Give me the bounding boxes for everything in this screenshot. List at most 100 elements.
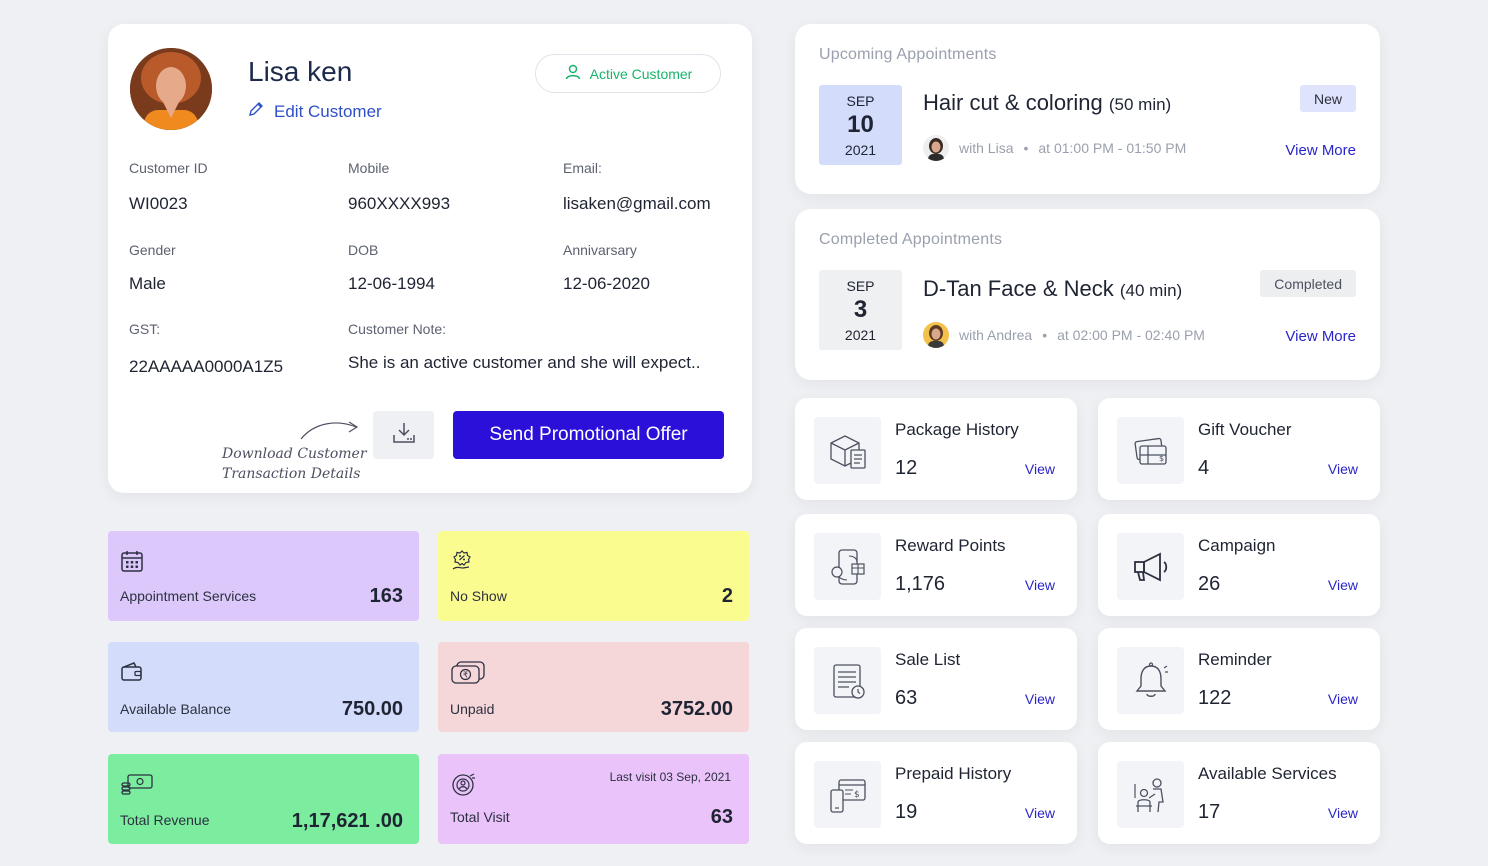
stat-total-revenue[interactable]: Total Revenue 1,17,621 .00 [108, 754, 419, 844]
view-more-link[interactable]: View More [1285, 142, 1356, 159]
status-badge: New [1299, 85, 1356, 112]
anniversary-label: Annivarsary [563, 242, 637, 258]
view-link[interactable]: View [1327, 805, 1358, 821]
send-promotional-offer-button[interactable]: Send Promotional Offer [453, 411, 724, 459]
stat-value: 163 [369, 585, 403, 607]
user-icon [564, 63, 582, 84]
stat-unpaid[interactable]: ₹ Unpaid 3752.00 [438, 642, 749, 732]
view-link[interactable]: View [1327, 691, 1358, 707]
svg-text:$: $ [854, 790, 860, 800]
edit-customer-label: Edit Customer [274, 101, 382, 121]
dob-label: DOB [348, 242, 379, 258]
download-transactions-button[interactable] [373, 411, 434, 459]
gender-value: Male [129, 274, 166, 293]
stat-value: 1,17,621 .00 [291, 810, 403, 832]
tile-reward-points[interactable]: Reward Points 1,176 View [795, 514, 1077, 616]
package-icon [814, 417, 881, 484]
mobile-label: Mobile [348, 160, 390, 176]
wallet-icon [120, 660, 144, 689]
stat-no-show[interactable]: No Show 2 [438, 531, 749, 621]
dot-separator: • [1042, 327, 1048, 343]
cash-coins-icon [120, 772, 154, 803]
stat-appointment-services[interactable]: Appointment Services 163 [108, 531, 419, 621]
tile-label: Available Services [1198, 764, 1337, 783]
svg-text:₹: ₹ [463, 671, 468, 680]
stylist-avatar [923, 322, 949, 348]
view-link[interactable]: View [1024, 461, 1055, 477]
service-name: Hair cut & coloring (50 min) [923, 90, 1172, 115]
gender-label: Gender [129, 242, 176, 258]
section-title: Upcoming Appointments [819, 46, 997, 63]
section-title: Completed Appointments [819, 231, 1003, 248]
view-link[interactable]: View [1024, 691, 1055, 707]
anniversary-value: 12-06-2020 [563, 274, 650, 293]
tile-label: Campaign [1198, 536, 1276, 555]
tile-label: Gift Voucher [1198, 420, 1292, 439]
prepaid-icon: $ [814, 761, 881, 828]
stat-label: Available Balance [120, 701, 232, 717]
tile-count: 26 [1198, 573, 1221, 595]
stat-total-visit[interactable]: Last visit 03 Sep, 2021 Total Visit 63 [438, 754, 749, 844]
gst-value: 22AAAAA0000A1Z5 [129, 357, 284, 376]
view-link[interactable]: View [1024, 577, 1055, 593]
arrow-icon [300, 421, 359, 440]
pencil-icon [248, 101, 264, 122]
tile-count: 19 [895, 801, 918, 823]
tile-label: Reminder [1198, 650, 1272, 669]
tile-sale-list[interactable]: Sale List 63 View [795, 628, 1077, 730]
service-name: D-Tan Face & Neck (40 min) [923, 276, 1183, 301]
appointment-date: SEP 3 2021 [819, 270, 902, 350]
tile-count: 122 [1198, 687, 1232, 709]
stylist-avatar [923, 135, 949, 161]
reward-icon [814, 533, 881, 600]
appointment-time: at 01:00 PM - 01:50 PM [1038, 140, 1187, 156]
megaphone-icon [1117, 533, 1184, 600]
tile-count: 17 [1198, 801, 1221, 823]
status-badge: Completed [1260, 270, 1356, 297]
customer-id-label: Customer ID [129, 160, 208, 176]
customer-name: Lisa ken [248, 56, 353, 87]
stat-value: 750.00 [341, 698, 403, 720]
status-badge: Active Customer [535, 54, 721, 93]
edit-customer-link[interactable]: Edit Customer [248, 101, 382, 122]
calendar-icon [120, 549, 144, 578]
tile-package-history[interactable]: Package History 12 View [795, 398, 1077, 500]
tile-count: 1,176 [895, 573, 946, 595]
tile-reminder[interactable]: Reminder 122 View [1098, 628, 1380, 730]
download-hint: Download Customer Transaction Details [222, 446, 367, 482]
view-link[interactable]: View [1327, 577, 1358, 593]
stat-value: 2 [721, 585, 733, 607]
status-label: Active Customer [589, 65, 693, 82]
sale-list-icon [814, 647, 881, 714]
stat-available-balance[interactable]: Available Balance 750.00 [108, 642, 419, 732]
stat-label: Appointment Services [120, 588, 257, 604]
view-link[interactable]: View [1024, 805, 1055, 821]
stat-value: 63 [710, 806, 733, 828]
email-label: Email: [563, 160, 602, 176]
bell-icon [1117, 647, 1184, 714]
download-icon [391, 420, 417, 451]
tile-gift-voucher[interactable]: $ Gift Voucher 4 View [1098, 398, 1380, 500]
tile-campaign[interactable]: Campaign 26 View [1098, 514, 1380, 616]
rupee-notes-icon: ₹ [450, 660, 486, 691]
view-more-link[interactable]: View More [1285, 328, 1356, 345]
tile-label: Package History [895, 420, 1019, 439]
tile-label: Prepaid History [895, 764, 1012, 783]
visit-target-icon [450, 772, 476, 803]
view-link[interactable]: View [1327, 461, 1358, 477]
stat-label: No Show [450, 588, 507, 604]
tile-prepaid-history[interactable]: $ Prepaid History 19 View [795, 742, 1077, 844]
gift-voucher-icon: $ [1117, 417, 1184, 484]
gst-label: GST: [129, 321, 161, 337]
customer-id-value: WI0023 [129, 194, 188, 213]
salon-service-icon [1117, 761, 1184, 828]
customer-profile-card: Lisa ken Edit Customer Active Customer C… [108, 24, 752, 493]
upcoming-appointments-card: Upcoming Appointments SEP 10 2021 Hair c… [795, 24, 1380, 194]
tile-available-services[interactable]: Available Services 17 View [1098, 742, 1380, 844]
email-value: lisaken@gmail.com [563, 194, 711, 213]
tile-count: 63 [895, 687, 918, 709]
tile-count: 12 [895, 457, 918, 479]
customer-note-value: She is an active customer and she will e… [348, 353, 701, 372]
mobile-value: 960XXXX993 [348, 194, 451, 213]
dot-separator: • [1023, 140, 1029, 156]
